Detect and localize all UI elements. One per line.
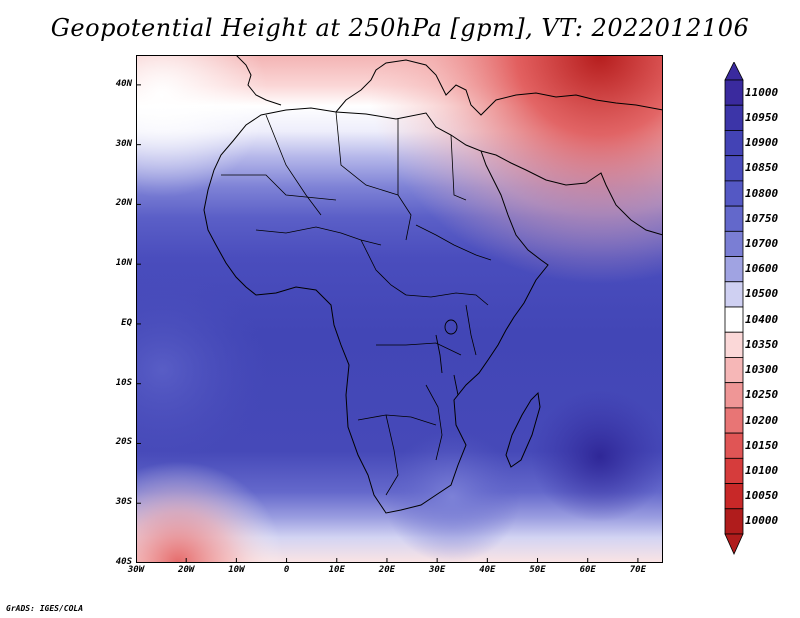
colorbar-swatch xyxy=(724,457,744,484)
lon-tick-label: 0 xyxy=(283,565,290,575)
arabian-coastline xyxy=(480,150,663,236)
colorbar-swatch xyxy=(724,508,744,535)
border-line xyxy=(265,114,322,216)
lat-tick-label: 20S xyxy=(115,437,132,448)
lat-tick-label: 40S xyxy=(115,557,132,567)
colorbar-swatch xyxy=(724,180,744,207)
lon-tick-label: 30W xyxy=(127,565,145,575)
lake-tanganyika xyxy=(435,334,443,374)
colorbar-arrow-bottom xyxy=(724,533,744,555)
height-field-map xyxy=(136,55,663,563)
lake-victoria xyxy=(444,319,458,335)
colorbar-value-label: 10750 xyxy=(745,211,779,225)
colorbar-value-label: 10700 xyxy=(745,236,779,250)
colorbar-swatch xyxy=(724,205,744,232)
border-line xyxy=(255,226,382,246)
colorbar-value-label: 10050 xyxy=(745,489,779,503)
border-line xyxy=(360,239,407,296)
africa-coastline xyxy=(203,107,549,514)
colorbar-arrow-top xyxy=(724,62,744,81)
border-line xyxy=(450,134,467,201)
map-frame xyxy=(136,55,663,563)
colorbar-swatch xyxy=(724,407,744,434)
coastlines xyxy=(203,55,663,514)
mediterranean-coastline xyxy=(335,59,663,116)
iberia-coastline xyxy=(235,55,282,106)
colorbar-swatch xyxy=(724,306,744,333)
colorbar-value-label: 10800 xyxy=(745,186,779,200)
lat-tick-label: 10N xyxy=(115,258,132,269)
colorbar-value-label: 10900 xyxy=(745,136,779,150)
colorbar-value-label: 10500 xyxy=(745,287,779,301)
lon-tick-label: 20W xyxy=(178,565,195,575)
axis-tick-marks xyxy=(136,84,639,563)
lat-tick-label: 30S xyxy=(115,497,132,508)
lake-malawi xyxy=(453,374,459,396)
colorbar-swatch xyxy=(724,130,744,157)
colorbar-swatch xyxy=(724,155,744,182)
lat-tick-label: 10S xyxy=(115,377,132,388)
colorbar-value-label: 10950 xyxy=(745,110,779,124)
lat-tick-label: 20N xyxy=(115,198,132,209)
colorbar-value-label: 10000 xyxy=(745,514,779,528)
border-line xyxy=(357,414,437,426)
border-line xyxy=(335,111,399,196)
colorbar-value-label: 10400 xyxy=(745,312,779,326)
lakes xyxy=(435,319,459,396)
lon-tick-label: 10E xyxy=(328,565,345,575)
lon-tick-label: 10W xyxy=(228,565,245,575)
map-title: Geopotential Height at 250hPa [gpm], VT:… xyxy=(50,14,750,42)
lon-tick-label: 60E xyxy=(579,565,596,575)
colorbar-value-label: 10150 xyxy=(745,438,779,452)
lat-tick-label: EQ xyxy=(121,317,132,328)
colorbar-value-label: 10300 xyxy=(745,363,779,377)
colorbar-swatch xyxy=(724,432,744,459)
lon-tick-label: 30E xyxy=(429,565,446,575)
colorbar-value-label: 10200 xyxy=(745,413,779,427)
lon-tick-label: 20E xyxy=(378,565,396,575)
lat-tick-label: 30N xyxy=(115,138,132,149)
colorbar-swatch xyxy=(724,256,744,283)
colorbar-value-label: 11000 xyxy=(745,85,779,99)
colorbar-swatch xyxy=(724,104,744,131)
lon-tick-label: 40E xyxy=(479,565,496,575)
border-line xyxy=(425,384,443,461)
colorbar-value-label: 10350 xyxy=(745,337,779,351)
lon-tick-label: 70E xyxy=(629,565,647,575)
lon-tick-label: 50E xyxy=(529,565,546,575)
colorbar xyxy=(724,62,744,555)
border-line xyxy=(376,342,462,356)
border-line xyxy=(415,224,492,261)
madagascar-coastline xyxy=(505,391,541,468)
colorbar-swatch xyxy=(724,230,744,257)
colorbar-swatch xyxy=(724,79,744,106)
border-line xyxy=(385,414,399,496)
colorbar-value-label: 10250 xyxy=(745,388,779,402)
colorbar-value-label: 10850 xyxy=(745,161,779,175)
colorbar-swatch xyxy=(724,382,744,409)
colorbar-value-label: 10600 xyxy=(745,262,779,276)
colorbar-value-label: 10100 xyxy=(745,463,779,477)
credit-text: GrADS: IGES/COLA xyxy=(6,604,84,613)
border-line xyxy=(397,119,412,241)
map-panel xyxy=(136,55,663,563)
colorbar-swatch xyxy=(724,281,744,308)
colorbar-swatch xyxy=(724,483,744,510)
border-line xyxy=(221,174,337,201)
border-line xyxy=(465,304,477,356)
lat-tick-label: 40N xyxy=(115,78,132,89)
border-line xyxy=(405,292,489,306)
country-borders xyxy=(221,111,492,496)
colorbar-swatch xyxy=(724,331,744,358)
field-shade-atlantic xyxy=(136,55,663,563)
colorbar-swatch xyxy=(724,357,744,384)
